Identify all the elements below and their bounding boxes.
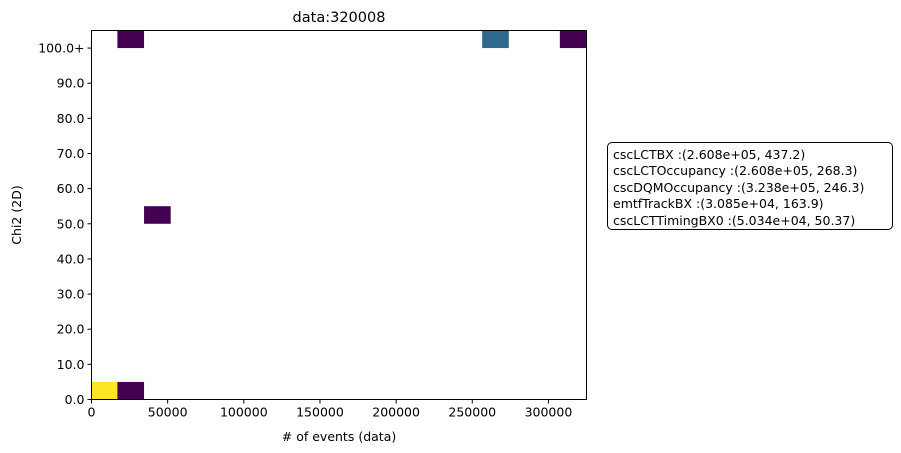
heatmap-cell — [117, 381, 145, 400]
legend-entry: cscLCTOccupancy :(2.608e+05, 268.3) — [613, 163, 858, 179]
x-tick-label: 100000 — [220, 405, 268, 420]
heatmap-cell — [144, 206, 171, 224]
x-tick-label: 0 — [88, 405, 96, 420]
x-tick-label: 300000 — [525, 405, 573, 420]
legend-entry: emtfTrackBX :(3.085e+04, 163.9) — [613, 196, 824, 212]
y-axis-ticks: 0.0 10.0 20.0 30.0 40.0 50.0 60.0 70.0 80.0 90.0 1… — [38, 41, 92, 407]
y-tick-label: 0.0 — [65, 392, 85, 407]
y-tick-label: 40.0 — [57, 251, 85, 266]
heatmap-cell — [559, 30, 587, 49]
x-tick-label: 250000 — [448, 405, 496, 420]
x-axis-ticks: 0 50000 100000 150000 200000 250000 300000 — [88, 399, 573, 420]
plot-frame — [91, 30, 587, 400]
heatmap-cell — [117, 30, 145, 49]
heatmap-cell — [482, 30, 509, 49]
y-tick-label: 50.0 — [57, 216, 85, 231]
y-tick-label: 80.0 — [57, 111, 85, 126]
legend: cscLCTBX :(2.608e+05, 437.2) cscLCTOccup… — [607, 142, 893, 230]
x-tick-label: 50000 — [148, 405, 188, 420]
legend-entry: cscDQMOccupancy :(3.238e+05, 246.3) — [613, 179, 865, 195]
x-tick-label: 200000 — [372, 405, 420, 420]
heatmap-cells — [91, 30, 587, 400]
y-tick-label: 20.0 — [57, 322, 85, 337]
y-tick-label: 100.0+ — [38, 41, 84, 56]
heatmap-cell — [91, 381, 118, 400]
legend-entry: cscLCTTimingBX0 :(5.034e+04, 50.37) — [613, 212, 856, 228]
x-tick-label: 150000 — [296, 405, 344, 420]
y-axis-label: Chi2 (2D) — [9, 185, 24, 244]
y-tick-label: 10.0 — [57, 357, 85, 372]
y-tick-label: 30.0 — [57, 287, 85, 302]
y-tick-label: 90.0 — [57, 76, 85, 91]
y-tick-label: 60.0 — [57, 181, 85, 196]
y-tick-label: 70.0 — [57, 146, 85, 161]
x-axis-label: # of events (data) — [282, 429, 396, 444]
legend-entry: cscLCTBX :(2.608e+05, 437.2) — [613, 147, 806, 162]
chart-title: data:320008 — [293, 10, 386, 26]
